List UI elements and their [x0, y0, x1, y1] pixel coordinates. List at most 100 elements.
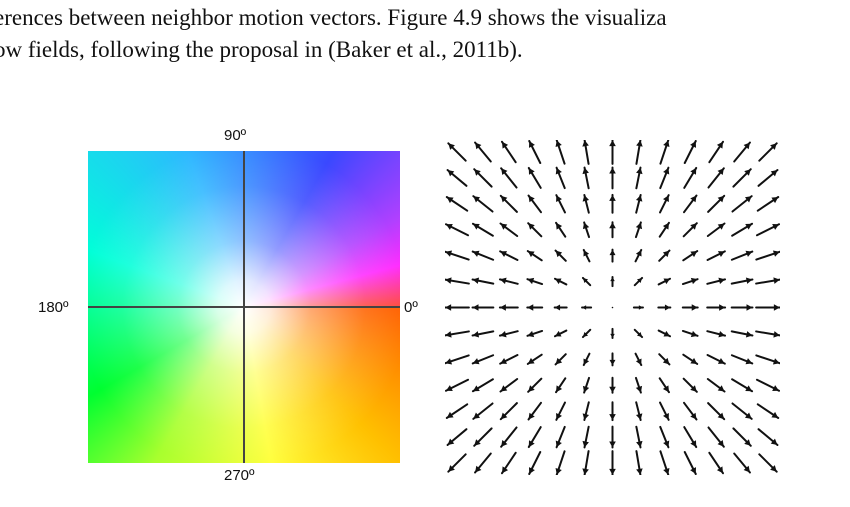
flow-arrow: [445, 330, 470, 338]
flow-arrow: [708, 140, 724, 164]
flow-arrow: [582, 166, 590, 190]
flow-arrow: [657, 329, 672, 338]
flow-arrow: [708, 451, 724, 475]
flow-arrow: [445, 277, 470, 285]
flow-arrow: [730, 250, 754, 261]
flow-arrow: [758, 142, 778, 162]
flow-arrow: [633, 276, 644, 287]
flow-arrow: [659, 140, 670, 165]
flow-arrow: [609, 248, 616, 263]
flow-arrow: [682, 377, 698, 393]
flow-arrow: [730, 277, 754, 285]
flow-arrow: [445, 250, 470, 261]
flow-arrow: [609, 425, 616, 449]
flow-arrow: [755, 354, 780, 365]
text-line-1: erences between neighbor motion vectors.…: [0, 5, 667, 30]
flow-arrow: [582, 450, 590, 475]
flow-arrow: [555, 140, 566, 165]
flow-arrow: [555, 401, 566, 421]
flow-arrow: [683, 401, 698, 421]
flow-arrow: [755, 304, 780, 311]
flow-arrow: [611, 306, 614, 309]
flow-arrow: [499, 194, 518, 213]
flow-arrow: [554, 249, 567, 262]
flow-arrow: [553, 329, 568, 338]
flow-arrow: [553, 304, 568, 311]
label-90: 90º: [224, 127, 247, 144]
flow-arrow: [555, 425, 566, 449]
flow-arrow: [499, 222, 519, 237]
flow-arrow: [471, 222, 494, 237]
flow-arrow: [582, 248, 591, 263]
flow-arrow: [498, 304, 519, 311]
flow-arrow: [755, 378, 780, 392]
flow-arrow: [707, 167, 725, 189]
flow-arrow: [582, 193, 590, 214]
flow-arrow: [683, 450, 697, 475]
flow-arrow: [756, 403, 780, 419]
flow-arrow: [635, 450, 643, 475]
flow-arrow: [659, 425, 670, 449]
flow-arrow: [635, 193, 643, 214]
flow-arrow: [445, 223, 470, 237]
flow-arrow: [683, 166, 698, 189]
flow-arrow: [472, 402, 494, 420]
flow-arrow: [499, 402, 518, 421]
flow-arrow: [682, 353, 699, 365]
flow-arrow: [755, 277, 780, 285]
flow-arrow: [471, 354, 495, 365]
flow-arrow: [706, 250, 726, 261]
flow-arrow: [445, 196, 469, 212]
flow-arrow: [609, 221, 616, 239]
flow-arrow: [634, 352, 643, 367]
flow-arrow: [499, 250, 519, 261]
flow-arrow: [632, 305, 644, 310]
flow-arrow: [499, 378, 519, 393]
flow-arrow: [447, 453, 467, 473]
flow-arrow: [609, 401, 616, 422]
flow-arrow: [731, 378, 754, 393]
flow-arrow: [446, 428, 468, 446]
flow-arrow: [582, 376, 591, 394]
flow-arrow: [501, 140, 517, 164]
flow-arrow: [526, 277, 544, 286]
flow-arrow: [581, 328, 592, 339]
flow-arrow: [733, 141, 751, 163]
flow-arrow: [582, 221, 591, 239]
flow-arrow: [681, 329, 699, 338]
flow-arrow: [658, 221, 670, 238]
flow-arrow: [657, 277, 672, 286]
flow-arrow: [757, 169, 779, 187]
flow-arrow: [658, 377, 670, 394]
flow-arrow: [555, 450, 566, 475]
flow-arrow: [554, 353, 567, 366]
flow-arrow: [474, 452, 492, 474]
flow-arrow: [473, 427, 493, 447]
flow-arrow: [634, 221, 643, 239]
flow-arrow: [581, 276, 592, 287]
flow-arrow: [527, 222, 543, 238]
flow-arrow: [501, 451, 517, 475]
flow-arrow: [555, 221, 567, 238]
flow-arrow: [658, 249, 671, 262]
flow-arrow: [526, 329, 544, 338]
label-0: 0º: [404, 299, 418, 316]
flow-arrow: [609, 450, 616, 475]
flow-arrow: [633, 328, 644, 339]
flow-arrow: [706, 277, 727, 285]
text-line-2: ow fields, following the proposal in (Ba…: [0, 37, 523, 62]
flow-arrow: [445, 378, 470, 392]
flow-arrow: [681, 304, 699, 311]
flow-arrow: [682, 222, 698, 238]
flow-arrow: [682, 250, 699, 262]
flow-arrow: [707, 194, 726, 213]
flow-arrow: [471, 330, 495, 338]
flow-arrow: [582, 401, 590, 422]
flow-arrow: [473, 168, 493, 188]
flow-arrow: [527, 426, 542, 449]
flow-arrow: [707, 402, 726, 421]
flow-arrow: [609, 193, 616, 214]
flow-arrow: [555, 377, 567, 394]
flow-arrow: [610, 276, 615, 288]
flow-arrow: [707, 426, 725, 448]
